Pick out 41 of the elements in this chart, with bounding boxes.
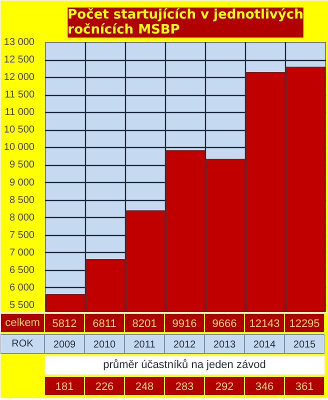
text: 283 [175,381,194,393]
y-tick-label: 10 500 [4,124,35,136]
text: 292 [215,381,234,393]
text: celkem [5,317,40,329]
y-tick-label: 12 000 [4,72,35,84]
data-label: 9916 [172,318,197,330]
y-tick-label: 10 000 [4,142,35,154]
y-tick-label: 11 500 [4,90,35,101]
x-tick-label: 2012 [173,340,196,350]
y-tick-label: 11 000 [4,107,35,118]
y-tick-label: 6 500 [9,264,35,276]
x-tick-label: 2009 [53,340,76,350]
x-tick-label: 2013 [213,340,236,350]
data-label: 6811 [92,318,116,330]
text: 181 [55,381,74,393]
text: průměr účastníků na jeden závod [103,359,266,371]
data-label: 9666 [212,318,237,330]
data-label: 12295 [289,318,320,330]
data-label: 12143 [249,318,280,330]
x-tick-label: 2015 [293,340,316,350]
x-tick-label: 2011 [134,340,156,350]
chart-title: Počet startujících v jednotlivých ročnících MSBP [68,8,304,38]
y-tick-label: 8 500 [9,194,35,206]
y-tick-label: 7 000 [9,247,35,258]
x-axis-title: ROK [12,338,34,350]
x-tick-label: 2014 [253,340,276,350]
text: 346 [255,381,274,393]
text: 226 [95,381,114,393]
y-tick-label: 6 000 [9,282,35,294]
text: 361 [295,381,314,393]
data-label: 8201 [132,318,157,330]
y-tick-label: 5 500 [9,300,35,311]
y-tick-label: 9 500 [9,160,35,171]
y-tick-label: 9 000 [9,177,35,188]
y-tick-label: 7 500 [9,230,35,241]
text: 248 [135,381,154,393]
x-tick-label: 2010 [93,340,116,350]
y-tick-label: 8 000 [9,212,35,224]
data-label: 5812 [52,318,77,330]
y-tick-label: 13 000 [4,37,35,48]
y-tick-label: 12 500 [4,54,35,66]
